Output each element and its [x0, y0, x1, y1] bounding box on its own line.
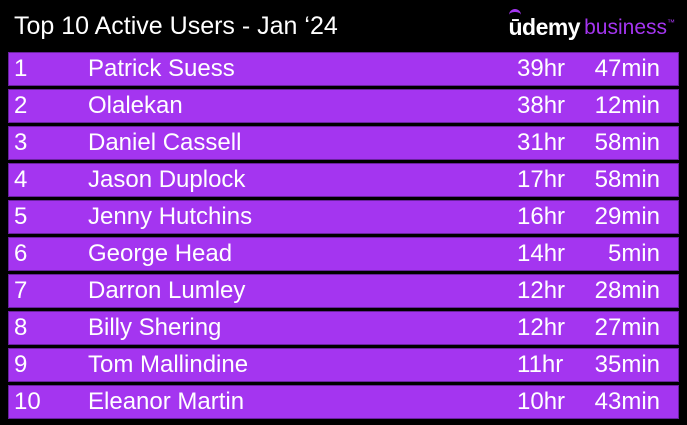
hours-cell: 39hr: [517, 55, 566, 82]
hours-cell: 16hr: [517, 203, 566, 230]
logo-brand-text: ūdemy: [508, 9, 581, 40]
minutes-cell: 29min: [594, 203, 660, 230]
rank-cell: 6: [14, 240, 28, 267]
logo-sub-text: business: [584, 16, 667, 39]
rank-cell: 3: [14, 129, 28, 156]
hours-cell: 11hr: [517, 351, 564, 378]
rank-cell: 2: [14, 92, 28, 119]
user-name-cell: Jenny Hutchins: [88, 203, 253, 230]
minutes-cell: 43min: [594, 388, 660, 415]
hours-cell: 31hr: [517, 129, 566, 156]
rank-cell: 9: [14, 351, 28, 378]
user-name-cell: Tom Mallindine: [88, 351, 249, 378]
rank-cell: 1: [14, 55, 28, 82]
user-name-cell: Olalekan: [88, 92, 183, 119]
hours-cell: 14hr: [517, 240, 566, 267]
hours-cell: 38hr: [517, 92, 566, 119]
user-name-cell: Eleanor Martin: [88, 388, 245, 415]
user-list: 1 Patrick Suess 39hr 47min 2 Olalekan 38…: [8, 52, 679, 422]
rank-cell: 4: [14, 166, 28, 193]
table-row: 9 Tom Mallindine 11hr 35min: [8, 348, 679, 382]
table-row: 4 Jason Duplock 17hr 58min: [8, 163, 679, 197]
page-title: Top 10 Active Users - Jan ‘24: [14, 12, 338, 40]
user-name-cell: Darron Lumley: [88, 277, 246, 304]
user-name-cell: Billy Shering: [88, 314, 222, 341]
table-row: 10 Eleanor Martin 10hr 43min: [8, 385, 679, 419]
hours-cell: 17hr: [517, 166, 566, 193]
minutes-cell: 5min: [607, 240, 660, 267]
user-name-cell: Jason Duplock: [88, 166, 246, 193]
table-row: 5 Jenny Hutchins 16hr 29min: [8, 200, 679, 234]
table-row: 6 George Head 14hr 5min: [8, 237, 679, 271]
minutes-cell: 47min: [594, 55, 660, 82]
table-row: 8 Billy Shering 12hr 27min: [8, 311, 679, 345]
hours-cell: 12hr: [517, 314, 566, 341]
user-name-cell: Patrick Suess: [88, 55, 235, 82]
logo-brand-word: ūdemy: [508, 14, 581, 40]
table-row: 3 Daniel Cassell 31hr 58min: [8, 126, 679, 160]
udemy-business-logo: ūdemy business ™: [508, 9, 675, 46]
logo-arc-icon: [509, 9, 522, 15]
rank-cell: 7: [14, 277, 28, 304]
table-row: 2 Olalekan 38hr 12min: [8, 89, 679, 123]
minutes-cell: 27min: [594, 314, 660, 341]
rank-cell: 5: [14, 203, 28, 230]
minutes-cell: 58min: [594, 166, 660, 193]
minutes-cell: 58min: [594, 129, 660, 156]
logo-trademark: ™: [667, 18, 675, 27]
header: Top 10 Active Users - Jan ‘24 ūdemy busi…: [0, 0, 687, 52]
rank-cell: 8: [14, 314, 28, 341]
hours-cell: 12hr: [517, 277, 566, 304]
user-name-cell: Daniel Cassell: [88, 129, 242, 156]
user-name-cell: George Head: [88, 240, 233, 267]
hours-cell: 10hr: [517, 388, 566, 415]
minutes-cell: 28min: [594, 277, 660, 304]
minutes-cell: 35min: [594, 351, 660, 378]
minutes-cell: 12min: [594, 92, 660, 119]
table-row: 7 Darron Lumley 12hr 28min: [8, 274, 679, 308]
table-row: 1 Patrick Suess 39hr 47min: [8, 52, 679, 86]
rank-cell: 10: [14, 388, 41, 415]
